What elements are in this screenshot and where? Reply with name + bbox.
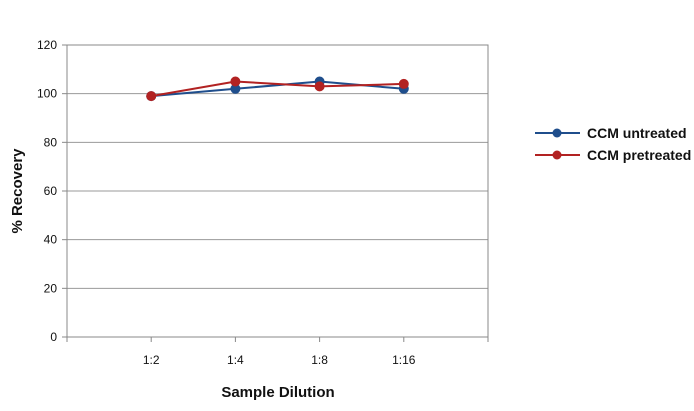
x-tick-label: 1:4 [227,353,244,367]
legend: CCM untreated CCM pretreated [535,125,691,163]
data-point [398,78,409,89]
series-2 [146,76,409,102]
x-axis-title: Sample Dilution [221,384,334,401]
y-axis-ticks: 0 20 40 60 80 100 120 [37,38,67,344]
x-tick-label: 1:16 [392,353,416,367]
x-axis-ticks: 1:2 1:4 1:8 1:16 [66,337,489,367]
series-line [151,80,404,98]
series-lines [146,76,409,102]
y-tick-label: 120 [37,38,57,52]
legend-label: CCM pretreated [587,147,691,163]
data-point [230,76,241,87]
y-tick-label: 80 [44,135,58,149]
y-tick-label: 60 [44,184,58,198]
y-tick-label: 0 [50,330,57,344]
x-tick-label: 1:2 [143,353,160,367]
legend-item-1: CCM untreated [535,125,687,141]
data-point [146,91,157,102]
x-tick-label: 1:8 [311,353,328,367]
legend-label: CCM untreated [587,125,687,141]
y-tick-label: 40 [44,233,58,247]
grid-lines [67,93,488,289]
y-tick-label: 100 [37,87,57,101]
legend-marker [552,128,562,138]
data-point [314,81,325,92]
y-axis-title: % Recovery [9,148,26,234]
y-tick-label: 20 [44,281,58,295]
series-1 [146,76,409,102]
legend-marker [552,150,562,160]
legend-item-2: CCM pretreated [535,147,691,163]
